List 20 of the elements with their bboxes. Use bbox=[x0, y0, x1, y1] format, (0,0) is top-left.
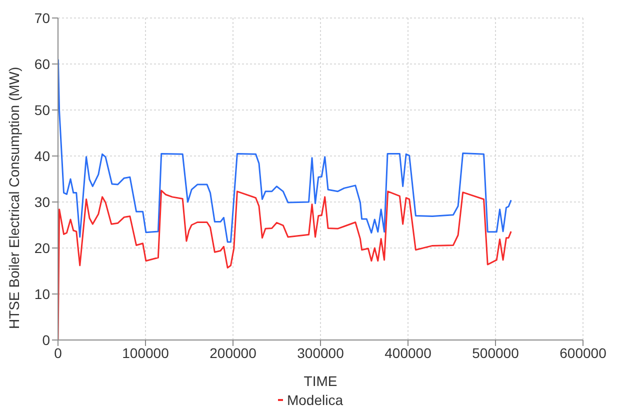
x-tick-label: 0 bbox=[54, 344, 62, 361]
y-axis-title: HTSE Boiler Electrical Consumption (MW) bbox=[6, 66, 22, 329]
x-tick-label: 100000 bbox=[122, 344, 170, 361]
x-tick-label: 500000 bbox=[472, 344, 520, 361]
y-tick-label: 70 bbox=[34, 10, 50, 26]
y-tick-label: 0 bbox=[42, 332, 50, 348]
legend-label: Modelica bbox=[286, 392, 344, 408]
x-tick-label: 600000 bbox=[560, 344, 607, 361]
x-axis-title: TIME bbox=[304, 373, 338, 389]
line-series bbox=[58, 58, 512, 243]
x-tick-label: 200000 bbox=[210, 344, 257, 361]
x-tick-label: 400000 bbox=[384, 344, 432, 361]
y-tick-label: 20 bbox=[34, 240, 50, 256]
y-tick-label: 60 bbox=[34, 56, 50, 72]
y-tick-label: 40 bbox=[34, 148, 50, 164]
y-tick-label: 10 bbox=[34, 286, 50, 302]
line-series bbox=[58, 190, 512, 340]
y-tick-label: 50 bbox=[34, 102, 50, 118]
y-tick-label: 30 bbox=[34, 194, 50, 210]
x-tick-label: 300000 bbox=[297, 344, 344, 361]
